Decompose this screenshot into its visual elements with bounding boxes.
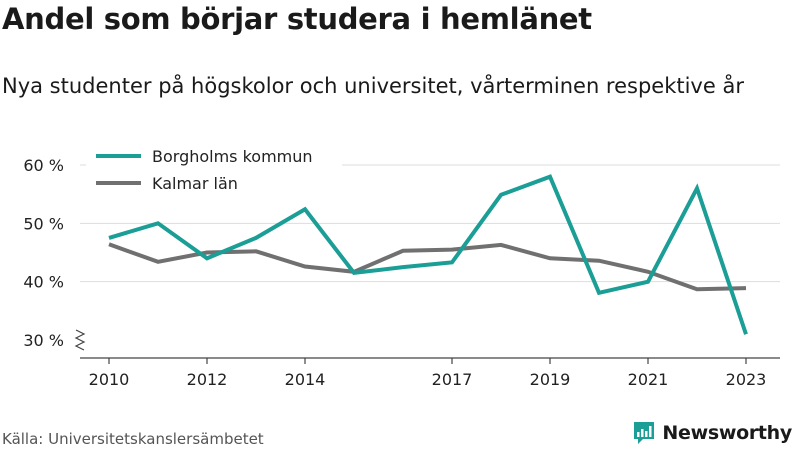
x-tick-label: 2017 [432, 370, 473, 389]
axis-break-mark [74, 329, 86, 351]
x-tick-label: 2021 [628, 370, 669, 389]
chart-subtitle: Nya studenter på högskolor och universit… [2, 74, 744, 98]
x-axis [74, 329, 780, 359]
legend-label: Kalmar län [152, 174, 238, 193]
chart-title: Andel som börjar studera i hemlänet [2, 2, 592, 36]
y-tick-label: 60 % [23, 156, 64, 175]
y-axis-labels: 30 % 40 % 50 % 60 % [23, 156, 64, 350]
x-tick-label: 2014 [285, 370, 326, 389]
source-note: Källa: Universitetskanslersämbetet [2, 430, 264, 448]
y-tick-label: 50 % [23, 214, 64, 233]
line-chart: 30 % 40 % 50 % 60 % 2010 2012 2014 2017 2019 202… [23, 144, 780, 389]
x-axis-labels: 2010 2012 2014 2017 2019 2021 2023 [89, 358, 767, 389]
legend-label: Borgholms kommun [152, 147, 313, 166]
newsworthy-logo: Newsworthy [632, 419, 792, 447]
x-tick-label: 2019 [530, 370, 571, 389]
x-tick-label: 2010 [89, 370, 130, 389]
series-line [108, 242, 747, 292]
y-tick-label: 30 % [23, 331, 64, 350]
x-tick-label: 2023 [726, 370, 767, 389]
legend: Borgholms kommun Kalmar län [86, 144, 342, 200]
newsworthy-icon [634, 422, 655, 444]
legend-background [86, 144, 342, 200]
series-lines [108, 174, 748, 335]
y-tick-label: 40 % [23, 273, 64, 292]
series-line [108, 174, 748, 335]
brand-name: Newsworthy [662, 422, 792, 444]
x-tick-label: 2012 [187, 370, 228, 389]
